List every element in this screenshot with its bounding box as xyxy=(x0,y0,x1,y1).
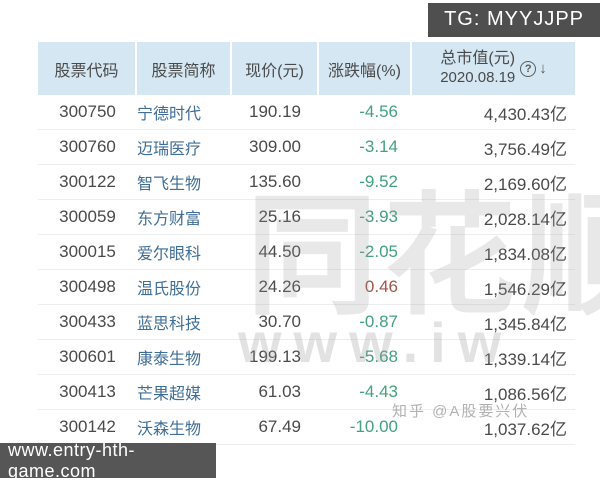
website-url-badge: www.entry-hth-game.com xyxy=(0,440,216,481)
stock-code-cell: 300601 xyxy=(59,347,116,366)
price-cell: 190.19 xyxy=(249,102,301,121)
change-percent-cell: -4.43 xyxy=(359,382,398,401)
change-percent-cell: 0.46 xyxy=(364,277,398,296)
stock-name-cell: 宁德时代 xyxy=(137,106,202,123)
market-cap-cell: 4,430.43亿 xyxy=(483,104,567,124)
help-icon[interactable]: ? xyxy=(520,60,537,77)
table-row[interactable]: 300760 迈瑞医疗 309.00 -3.14 3,756.49亿 xyxy=(38,130,575,165)
change-percent-cell: -9.52 xyxy=(359,172,398,191)
stock-code-cell: 300059 xyxy=(59,207,116,226)
stock-name-cell: 芒果超媒 xyxy=(137,386,202,403)
price-cell: 30.70 xyxy=(258,312,301,331)
table-row[interactable]: 300433 蓝思科技 30.70 -0.87 1,345.84亿 xyxy=(38,305,575,340)
header-market-cap[interactable]: 总市值(元) 2020.08.19 ? ↓ xyxy=(412,42,575,95)
stock-code-cell: 300750 xyxy=(59,102,116,121)
table-row[interactable]: 300059 东方财富 25.16 -3.93 2,028.14亿 xyxy=(38,200,575,235)
stock-name-cell: 爱尔眼科 xyxy=(137,246,202,263)
stock-name-cell: 康泰生物 xyxy=(137,351,202,368)
market-cap-label: 总市值(元) xyxy=(440,50,516,68)
market-cap-cell: 1,345.84亿 xyxy=(483,314,567,334)
price-cell: 25.16 xyxy=(258,207,301,226)
price-cell: 199.13 xyxy=(249,347,301,366)
market-cap-date: 2020.08.19 xyxy=(440,69,516,87)
market-cap-cell: 1,546.29亿 xyxy=(483,279,567,299)
telegram-contact-badge: TG: MYYJJPP xyxy=(428,3,600,37)
sort-descending-icon[interactable]: ↓ xyxy=(539,60,547,77)
change-percent-cell: -0.87 xyxy=(359,312,398,331)
market-cap-cell: 1,037.62亿 xyxy=(483,419,567,439)
stock-table: 股票代码 股票简称 现价(元) 涨跌幅(%) 总市值(元) 2020.08.19… xyxy=(38,42,575,445)
change-percent-cell: -3.93 xyxy=(359,207,398,226)
price-cell: 44.50 xyxy=(258,242,301,261)
price-cell: 309.00 xyxy=(249,137,301,156)
stock-name-cell: 沃森生物 xyxy=(137,421,202,438)
table-row[interactable]: 300015 爱尔眼科 44.50 -2.05 1,834.08亿 xyxy=(38,235,575,270)
stock-code-cell: 300433 xyxy=(59,312,116,331)
stock-name-cell: 温氏股份 xyxy=(137,281,202,298)
market-cap-cell: 1,339.14亿 xyxy=(483,349,567,369)
table-row[interactable]: 300601 康泰生物 199.13 -5.68 1,339.14亿 xyxy=(38,340,575,375)
header-stock-name[interactable]: 股票简称 xyxy=(137,42,230,95)
stock-name-cell: 蓝思科技 xyxy=(137,316,202,333)
market-cap-cell: 2,169.60亿 xyxy=(483,174,567,194)
table-rows: 300750 宁德时代 190.19 -4.56 4,430.43亿 30076… xyxy=(38,95,575,445)
table-row[interactable]: 300413 芒果超媒 61.03 -4.43 1,086.56亿 xyxy=(38,375,575,410)
market-cap-cell: 1,834.08亿 xyxy=(483,244,567,264)
change-percent-cell: -3.14 xyxy=(359,137,398,156)
table-header-row: 股票代码 股票简称 现价(元) 涨跌幅(%) 总市值(元) 2020.08.19… xyxy=(38,42,575,95)
header-current-price[interactable]: 现价(元) xyxy=(232,42,317,95)
stock-code-cell: 300142 xyxy=(59,417,116,436)
stock-name-cell: 智飞生物 xyxy=(137,176,202,193)
header-stock-code[interactable]: 股票代码 xyxy=(38,42,135,95)
price-cell: 135.60 xyxy=(249,172,301,191)
stock-code-cell: 300015 xyxy=(59,242,116,261)
market-cap-cell: 2,028.14亿 xyxy=(483,209,567,229)
stock-code-cell: 300413 xyxy=(59,382,116,401)
change-percent-cell: -10.00 xyxy=(349,417,398,436)
change-percent-cell: -2.05 xyxy=(359,242,398,261)
stock-name-cell: 迈瑞医疗 xyxy=(137,141,202,158)
table-row[interactable]: 300142 沃森生物 67.49 -10.00 1,037.62亿 xyxy=(38,410,575,445)
price-cell: 67.49 xyxy=(258,417,301,436)
change-percent-cell: -5.68 xyxy=(359,347,398,366)
price-cell: 24.26 xyxy=(258,277,301,296)
price-cell: 61.03 xyxy=(258,382,301,401)
stock-code-cell: 300498 xyxy=(59,277,116,296)
stock-name-cell: 东方财富 xyxy=(137,211,202,228)
table-row[interactable]: 300498 温氏股份 24.26 0.46 1,546.29亿 xyxy=(38,270,575,305)
market-cap-cell: 3,756.49亿 xyxy=(483,139,567,159)
table-row[interactable]: 300122 智飞生物 135.60 -9.52 2,169.60亿 xyxy=(38,165,575,200)
stock-code-cell: 300122 xyxy=(59,172,116,191)
header-change-percent[interactable]: 涨跌幅(%) xyxy=(319,42,410,95)
change-percent-cell: -4.56 xyxy=(359,102,398,121)
table-row[interactable]: 300750 宁德时代 190.19 -4.56 4,430.43亿 xyxy=(38,95,575,130)
stock-code-cell: 300760 xyxy=(59,137,116,156)
market-cap-cell: 1,086.56亿 xyxy=(483,384,567,404)
